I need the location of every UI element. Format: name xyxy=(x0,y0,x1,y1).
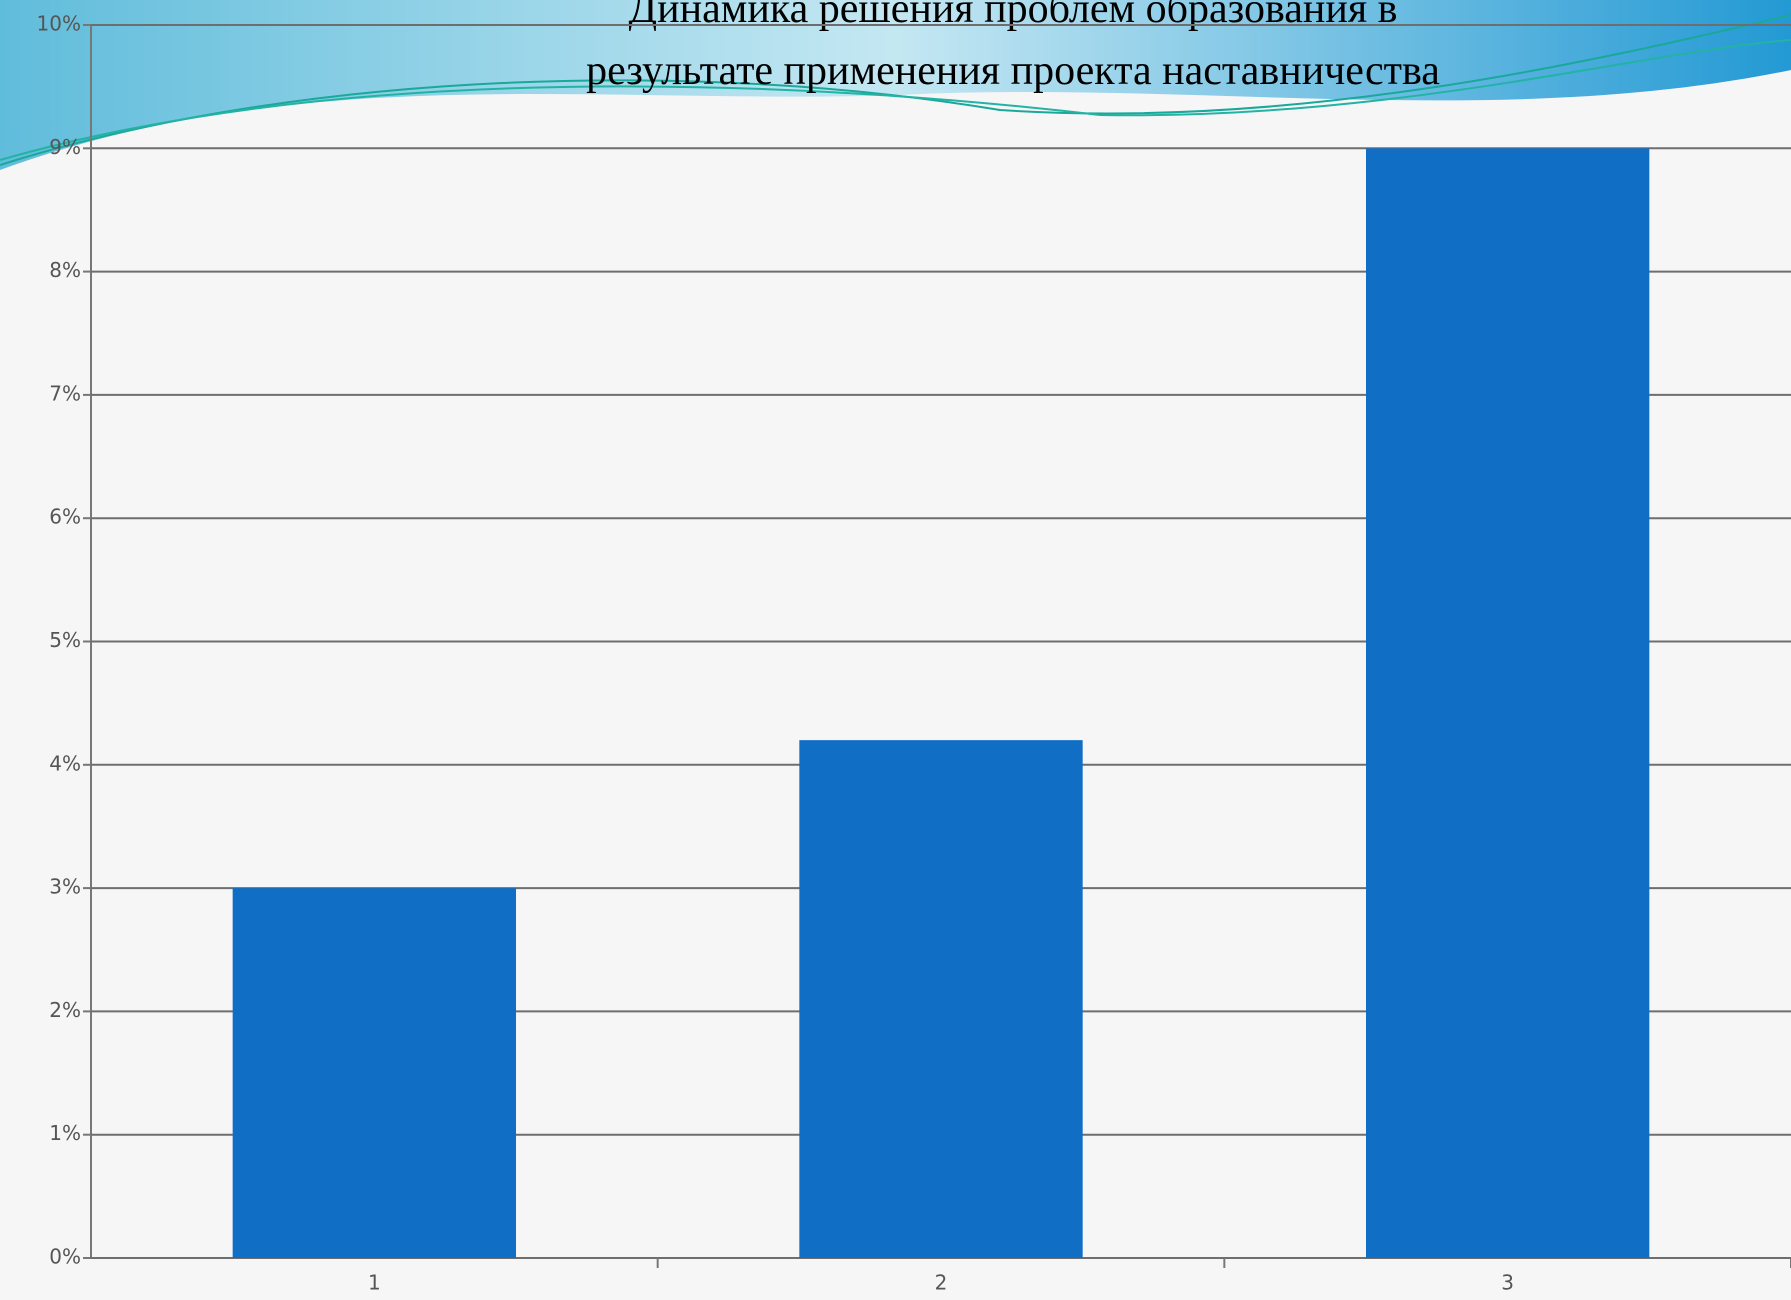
chart-title: результате применения проекта наставниче… xyxy=(586,48,1440,94)
decor-line xyxy=(0,14,1791,166)
bar xyxy=(232,888,516,1258)
x-tick-label: 1 xyxy=(368,1271,381,1295)
y-tick-label: 6% xyxy=(49,505,81,529)
y-tick-label: 8% xyxy=(49,258,81,282)
bar xyxy=(799,740,1083,1258)
y-tick-label: 9% xyxy=(49,135,81,159)
x-tick-label: 2 xyxy=(935,1271,948,1295)
y-tick-label: 5% xyxy=(49,628,81,652)
y-tick-label: 3% xyxy=(49,875,81,899)
y-tick-label: 1% xyxy=(49,1121,81,1145)
y-tick-label: 7% xyxy=(49,381,81,405)
y-tick-label: 0% xyxy=(49,1245,81,1269)
chart-title: Динамика решения проблем образования в xyxy=(629,0,1398,32)
decor-wave xyxy=(0,0,1791,170)
y-tick-label: 2% xyxy=(49,998,81,1022)
y-tick-label: 4% xyxy=(49,751,81,775)
bar xyxy=(1366,148,1650,1258)
y-tick-label: 10% xyxy=(37,12,81,36)
decor-line xyxy=(0,39,1791,161)
x-tick-label: 3 xyxy=(1501,1271,1514,1295)
